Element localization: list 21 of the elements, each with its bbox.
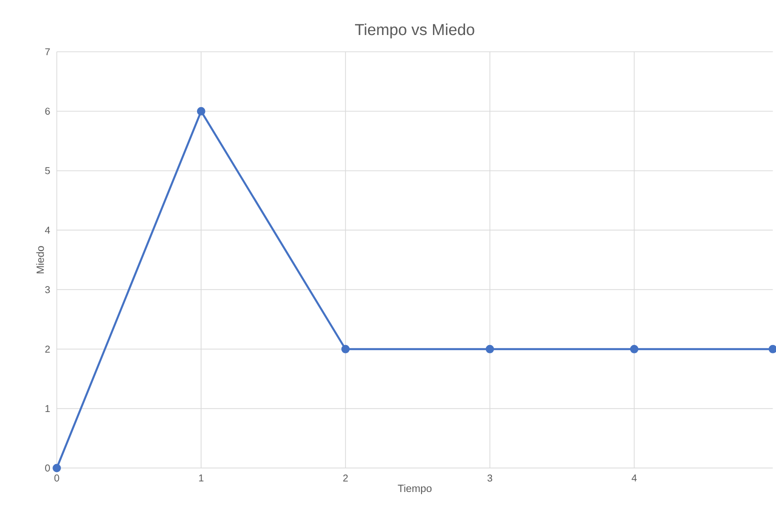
x-tick-label: 4 [632, 474, 637, 482]
chart-title: Tiempo vs Miedo [355, 24, 474, 38]
y-tick-label: 7 [45, 48, 50, 56]
point [52, 464, 61, 472]
y-tick-label: 3 [45, 286, 50, 294]
point [196, 107, 206, 116]
y-tick-label: 0 [45, 464, 50, 472]
y-tick-label: 4 [44, 226, 50, 234]
x-tick-label: 3 [487, 474, 492, 482]
point [341, 345, 350, 354]
x-axis-title: Tiempo [398, 484, 432, 494]
y-tick-label: 5 [45, 167, 50, 174]
point [630, 345, 638, 354]
x-tick-label: 2 [343, 474, 348, 482]
y-axis-title: Miedo [36, 246, 44, 274]
point [486, 345, 494, 354]
y-tick-label: 2 [45, 346, 50, 353]
y-tick-label: 6 [45, 108, 50, 115]
x-tick-label: 1 [199, 474, 204, 482]
y-tick-label: 1 [46, 405, 50, 412]
x-tick-label: 0 [54, 474, 60, 482]
